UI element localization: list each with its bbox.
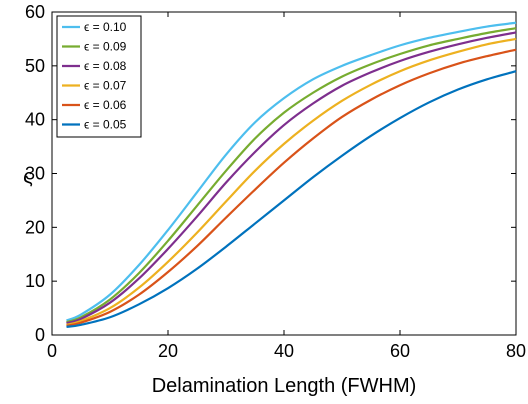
y-tick-label: 50: [25, 56, 45, 76]
legend-label: ϵ = 0.08: [84, 59, 127, 73]
x-tick-label: 60: [390, 341, 410, 361]
series-line-2: [66, 27, 517, 324]
legend: ϵ = 0.10 ϵ = 0.09 ϵ = 0.08 ϵ = 0.07 ϵ = 0.06…: [56, 15, 142, 138]
y-tick-label: 10: [25, 271, 45, 291]
series-line-5: [66, 48, 517, 327]
legend-box: [56, 15, 142, 138]
y-tick-label: 30: [25, 164, 45, 184]
y-tick-label: 20: [25, 217, 45, 237]
x-tick-label: 20: [158, 341, 178, 361]
legend-label: ϵ = 0.10: [84, 20, 127, 34]
y-tick-label: 40: [25, 110, 45, 130]
x-axis-title: Delamination Length (FWHM): [152, 375, 417, 397]
y-axis-ticks: 0 10 20 30 40 50 60: [25, 2, 516, 345]
y-tick-label: 60: [25, 2, 45, 22]
series-line-4: [66, 37, 517, 326]
series-layer: [66, 21, 517, 329]
legend-label: ϵ = 0.05: [84, 118, 127, 132]
series-line-6: [66, 70, 517, 329]
legend-label: ϵ = 0.07: [84, 79, 127, 93]
y-axis-title: ς: [23, 166, 33, 188]
x-tick-label: 0: [47, 341, 57, 361]
x-tick-label: 40: [274, 341, 294, 361]
legend-label: ϵ = 0.06: [84, 98, 127, 112]
y-tick-label: 0: [35, 325, 45, 345]
legend-label: ϵ = 0.09: [84, 40, 127, 54]
series-line-3: [66, 31, 517, 325]
x-tick-label: 80: [506, 341, 526, 361]
series-line-1: [66, 21, 517, 322]
x-axis-ticks: 0 20 40 60 80: [47, 12, 526, 361]
